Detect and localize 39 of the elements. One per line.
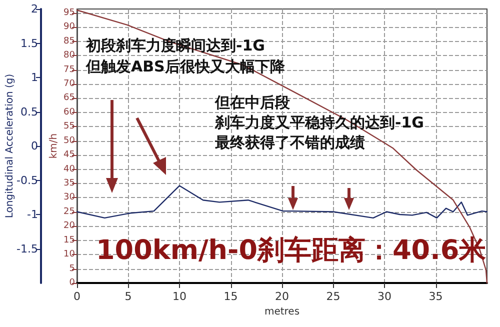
y-tick-label: 1.5 <box>20 36 38 50</box>
y-tick-label: 1 <box>31 71 38 84</box>
y-tick-label: -0.5 <box>16 174 38 187</box>
y2-tick-label: 40 <box>64 164 76 174</box>
x-tick-label: 0 <box>74 290 80 303</box>
x-axis-title: metres <box>264 306 300 318</box>
y2-tick-label: 45 <box>64 150 75 160</box>
x-tick-label: 5 <box>124 290 132 303</box>
y-tick-label: -1.5 <box>16 242 38 256</box>
y2-tick-label: 70 <box>64 79 76 90</box>
y2-tick-label: 65 <box>64 93 75 104</box>
x-tick-label: 30 <box>378 290 392 303</box>
y2-tick-label: 35 <box>64 178 75 189</box>
y2-tick-label: 15 <box>64 235 75 246</box>
y2-tick-label: 85 <box>64 36 75 46</box>
y2-tick-label: 50 <box>64 136 76 146</box>
y2-tick-label: 80 <box>64 50 76 61</box>
y2-tick-label: 95 <box>64 8 75 18</box>
y2-tick-label: 10 <box>64 250 76 260</box>
annotation: 最终获得了不错的成绩 <box>214 134 365 152</box>
y-tick-label: -1 <box>27 208 38 221</box>
y2-tick-label: 25 <box>64 206 75 217</box>
line-series <box>76 185 488 219</box>
y2-tick-label: 20 <box>64 221 76 232</box>
y2-tick-label: 90 <box>64 22 76 32</box>
x-tick-label: 10 <box>172 290 186 303</box>
y-axis-title: Longitudinal Acceleration (g) <box>4 74 16 218</box>
x-tick-label: 15 <box>224 290 238 303</box>
x-tick-label: 25 <box>326 290 340 303</box>
x-tick-label: 35 <box>428 290 443 303</box>
y2-tick-label: 30 <box>64 192 76 203</box>
y-tick-label: 0.5 <box>20 105 38 118</box>
x-tick-label: 20 <box>275 290 289 303</box>
y2-axis-title: km/h <box>48 133 60 159</box>
y-tick-label: 2 <box>31 2 38 16</box>
annotation: 但在中后段 <box>214 94 291 112</box>
y2-tick-label: 60 <box>64 107 76 118</box>
line-series <box>76 10 488 284</box>
y2-tick-label: 55 <box>64 122 75 132</box>
